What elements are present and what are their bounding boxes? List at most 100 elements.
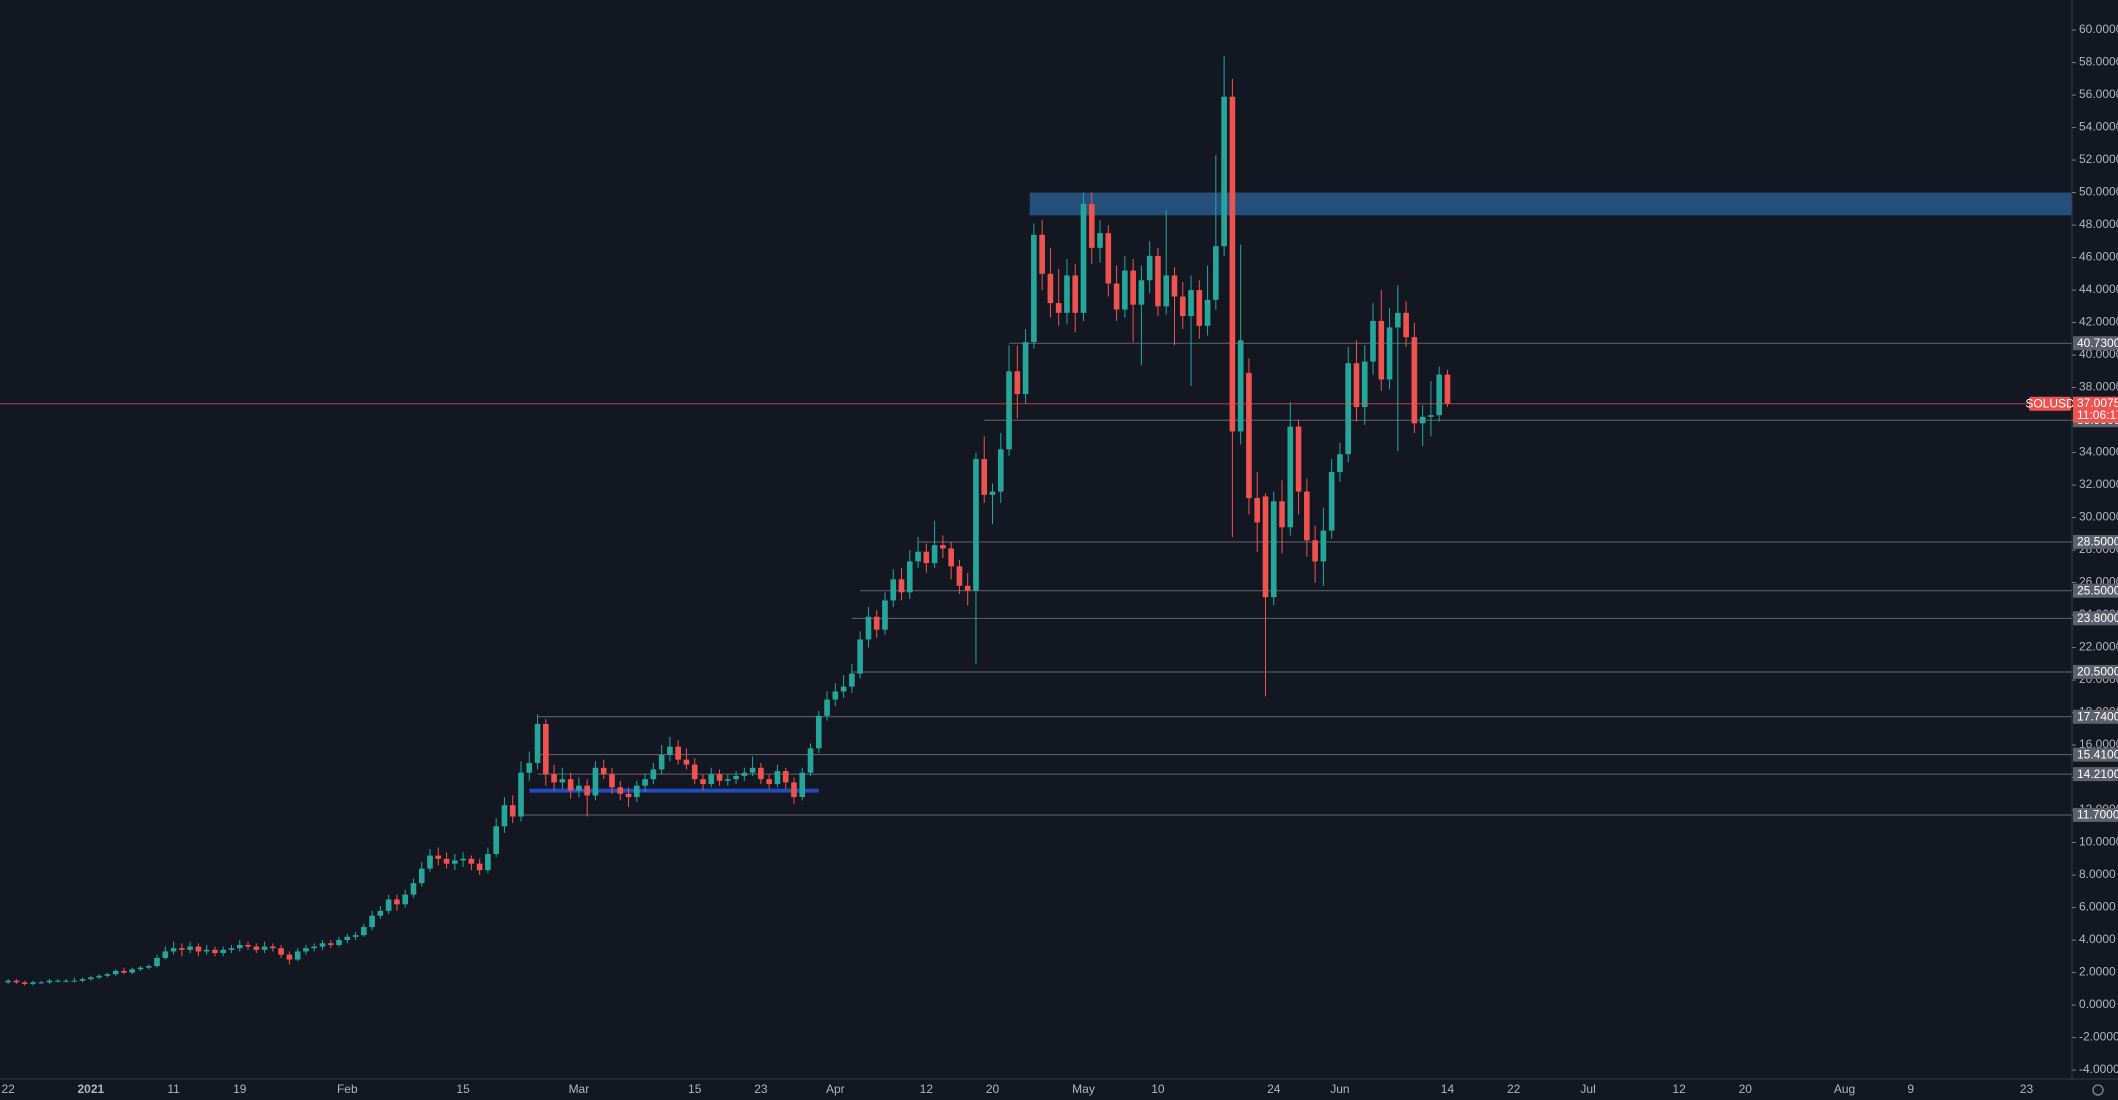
candle-body: [1014, 371, 1021, 395]
candle-body: [518, 772, 524, 817]
candle-body: [1386, 327, 1393, 380]
candle-body: [691, 764, 698, 780]
x-tick-label: 12: [1672, 1082, 1686, 1096]
candle-body: [509, 805, 516, 817]
candle-body: [327, 943, 334, 945]
candle-body: [600, 767, 607, 775]
candle-body: [1064, 275, 1070, 313]
candle-body: [981, 459, 988, 495]
candle-body: [5, 980, 11, 983]
candle-body: [303, 948, 309, 952]
candle-body: [435, 855, 442, 859]
level-tag: [2073, 664, 2118, 679]
candle-body: [1361, 361, 1368, 408]
candle-body: [906, 561, 913, 593]
candle-body: [716, 774, 723, 781]
candle-body: [1088, 203, 1095, 248]
y-tick-label: 54.0000: [2079, 120, 2118, 134]
candle-body: [121, 970, 127, 973]
candle-body: [1188, 290, 1194, 317]
candle-body: [468, 858, 475, 864]
candle-body: [13, 980, 20, 983]
candle-body: [915, 551, 921, 562]
candle-body: [452, 860, 458, 864]
candle-body: [1419, 416, 1426, 424]
candle-body: [311, 946, 318, 949]
candle-body: [1122, 270, 1128, 310]
candle-body: [236, 944, 243, 949]
level-tag: [2073, 534, 2118, 549]
candle-body: [145, 966, 152, 968]
x-tick-label: 12: [920, 1082, 934, 1096]
y-tick-label: 60.0000: [2079, 22, 2118, 36]
candle-body: [576, 785, 582, 791]
candle-body: [377, 910, 384, 916]
candle-body: [650, 769, 657, 780]
y-tick-label: 0.0000: [2079, 997, 2116, 1011]
candle-body: [997, 449, 1004, 492]
candle-body: [882, 600, 888, 630]
candle-body: [1155, 255, 1161, 307]
candle-body: [567, 779, 574, 791]
candle-body: [96, 975, 102, 978]
candle-body: [195, 946, 202, 952]
candle-body: [956, 566, 963, 586]
candle-body: [344, 936, 351, 941]
x-tick-label: Jun: [1330, 1082, 1349, 1096]
candle-body: [799, 772, 806, 798]
candle-body: [1353, 363, 1360, 408]
candle-body: [402, 894, 409, 905]
y-tick-label: 40.0000: [2079, 347, 2118, 361]
candle-body: [584, 785, 590, 796]
candle-body: [220, 949, 227, 954]
level-label: 14.2100: [2077, 767, 2118, 781]
candle-body: [948, 548, 954, 567]
y-tick-label: 4.0000: [2079, 932, 2116, 946]
candle-body: [112, 970, 119, 975]
candle-body: [228, 948, 235, 950]
candle-body: [1130, 270, 1136, 305]
candle-body: [1006, 371, 1012, 450]
price-tag: [2073, 396, 2118, 423]
candle-body: [1320, 530, 1327, 562]
candle-body: [1213, 246, 1219, 300]
settings-icon[interactable]: [2092, 1084, 2104, 1096]
level-label: 20.5000: [2077, 665, 2118, 679]
x-tick-label: 2021: [78, 1082, 105, 1096]
candle-body: [733, 775, 739, 780]
candle-body: [179, 948, 185, 950]
candle-body: [749, 767, 756, 773]
candle-body: [807, 748, 814, 773]
candle-body: [940, 545, 946, 549]
candle-body: [71, 980, 78, 982]
candle-body: [1171, 275, 1178, 297]
candle-body: [724, 779, 731, 781]
x-tick-label: Jul: [1580, 1082, 1595, 1096]
candle-body: [625, 793, 632, 798]
y-tick-label: 30.0000: [2079, 510, 2118, 524]
candle-body: [840, 686, 847, 692]
candle-body: [443, 858, 450, 864]
candle-body: [286, 954, 293, 960]
candle-body: [319, 943, 326, 947]
x-tick-label: 22: [1, 1082, 15, 1096]
candle-body: [1436, 374, 1443, 416]
level-tag: [2073, 767, 2118, 782]
level-label: 25.5000: [2077, 583, 2118, 597]
candle-body: [129, 969, 136, 973]
candle-body: [1163, 275, 1170, 307]
y-tick-label: 34.0000: [2079, 445, 2118, 459]
x-tick-label: Mar: [569, 1082, 590, 1096]
candle-body: [1312, 540, 1318, 562]
x-tick-label: 9: [1907, 1082, 1914, 1096]
y-tick-label: 2.0000: [2079, 965, 2116, 979]
candle-body: [559, 779, 566, 783]
candle-body: [1229, 96, 1236, 432]
level-tag: [2073, 583, 2118, 598]
candle-body: [245, 944, 251, 947]
level-tag: [2073, 807, 2118, 822]
candle-body: [1295, 426, 1302, 492]
candle-body: [543, 723, 549, 775]
candle-body: [1304, 491, 1310, 541]
